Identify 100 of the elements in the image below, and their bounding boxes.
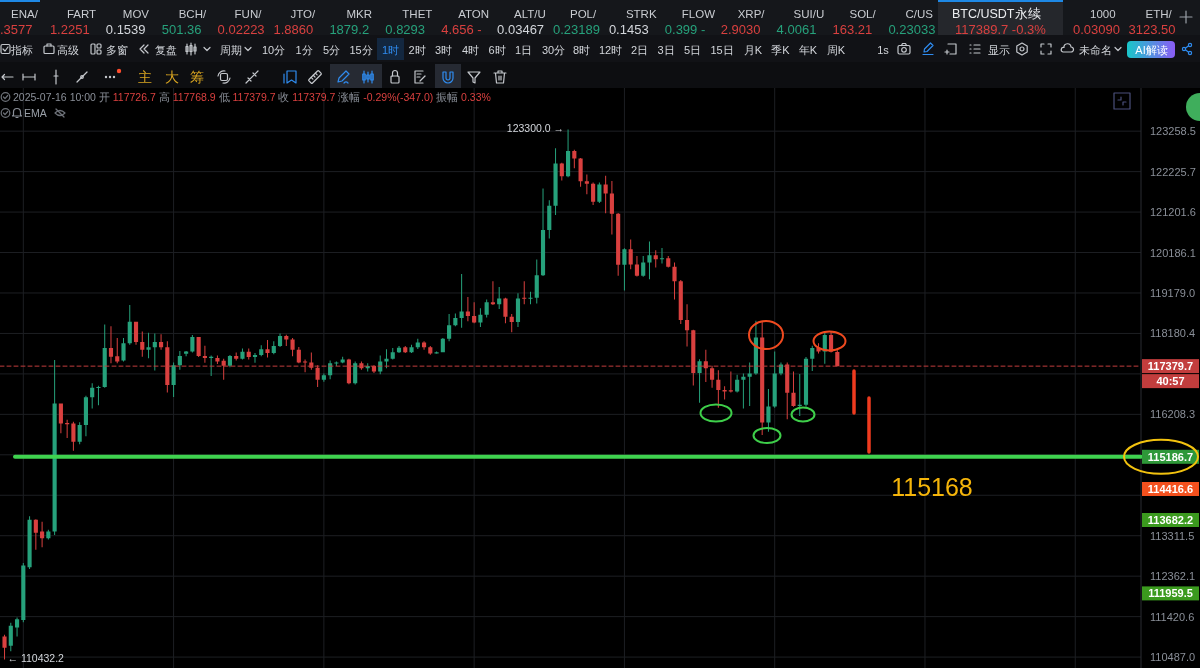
text: ATON <box>458 8 490 20</box>
text: 501.36 <box>161 21 202 37</box>
text: 8时 <box>572 43 591 56</box>
candlestick <box>647 241 652 280</box>
y-tick-label: 116208.3 <box>1150 408 1196 421</box>
text: 0.1539 <box>105 21 146 37</box>
text: ETH/ <box>1145 8 1173 20</box>
text: 周K <box>826 43 846 56</box>
candlestick <box>115 337 120 364</box>
text: 季K <box>771 43 791 56</box>
text: 5分 <box>322 43 341 56</box>
candlestick <box>290 337 295 357</box>
candlestick <box>528 291 533 305</box>
text: 1879.2 <box>329 21 370 37</box>
y-tick-label: 112362.1 <box>1150 570 1196 583</box>
text: 0.399 - <box>664 21 706 37</box>
text: 114416.6 <box>1147 483 1194 495</box>
candlestick <box>672 262 677 300</box>
y-tick-label: 122225.7 <box>1150 165 1196 178</box>
text: 5日 <box>683 43 702 56</box>
y-tick-label: 118180.4 <box>1150 327 1196 340</box>
candlestick <box>791 371 796 407</box>
text: 10分 <box>261 43 286 56</box>
text: 2时 <box>408 43 426 56</box>
text: XRP/ <box>737 8 766 20</box>
text: 0.03467 <box>497 21 545 37</box>
text: 周期 <box>219 43 242 56</box>
candlestick <box>747 362 752 407</box>
text: MOV <box>122 8 150 20</box>
text: 4.656 - <box>441 21 482 37</box>
text: 主 <box>138 69 152 85</box>
y-tick-label: 111420.6 <box>1150 610 1195 623</box>
candlestick <box>553 148 558 215</box>
candlestick <box>797 373 802 416</box>
text: 显示 <box>988 43 1010 56</box>
candlestick <box>728 371 733 393</box>
text: 0.23033 <box>888 21 936 37</box>
text: 163.21 <box>832 21 873 37</box>
text: 0.8293 <box>385 21 426 37</box>
candlestick <box>65 419 70 438</box>
y-tick-label: 113311.5 <box>1150 529 1195 542</box>
text: FART <box>66 8 97 20</box>
y-tick-label: 120186.1 <box>1150 246 1196 259</box>
text: 40:57 <box>1156 375 1185 388</box>
text: 1分 <box>295 43 313 56</box>
text: C/US <box>905 8 934 20</box>
text: 15分 <box>349 43 373 56</box>
text: JTO/ <box>290 8 317 20</box>
text: SUI/U <box>793 8 825 20</box>
text: 4.0061 <box>776 21 817 37</box>
text: .3577 <box>0 21 33 37</box>
text: THET <box>402 8 433 20</box>
text: 3123.50 <box>1128 21 1176 37</box>
text: 2日 <box>630 43 649 56</box>
text: FUN/ <box>234 8 263 20</box>
ref-line-label: 117379.7 <box>1147 360 1194 373</box>
candlestick <box>240 348 245 360</box>
text: 1.8860 <box>273 21 314 37</box>
text: 1.2251 <box>49 21 90 37</box>
text: MKR <box>346 8 372 20</box>
text: ENA/ <box>11 8 39 20</box>
text: 30分 <box>541 43 566 56</box>
annotation: ← 110432.2 <box>7 652 65 665</box>
candlestick <box>146 332 151 359</box>
text: 0.1453 <box>608 21 649 37</box>
text: 0.03090 <box>1073 21 1120 37</box>
text: 1时 <box>381 43 400 56</box>
text: 117389.7 -0.3% <box>955 21 1047 37</box>
text: STRK <box>625 8 657 20</box>
text: BCH/ <box>178 8 207 20</box>
text: 12时 <box>598 43 623 56</box>
candlestick <box>96 385 101 406</box>
text: 多窗 <box>105 43 128 56</box>
text: 113682.2 <box>1147 514 1194 526</box>
text: 6时 <box>488 43 506 56</box>
text: 111959.5 <box>1148 587 1193 600</box>
candlestick <box>121 337 126 362</box>
text: 2025-07-16 10:00 开 117726.7 高 117768.9 低 117379.7 收 117379.7 涨幅 -0.29%(-347.0) 振幅 0.33% <box>13 91 491 103</box>
ref-line-label: 115186.7 <box>1147 450 1194 463</box>
text: 未命名 <box>1079 43 1112 56</box>
text: 年K <box>798 43 818 56</box>
text: FLOW <box>681 8 716 20</box>
candlestick <box>584 174 589 195</box>
candlestick <box>522 281 527 305</box>
text: 3日 <box>657 43 675 56</box>
candlestick <box>659 247 665 264</box>
candlestick <box>2 634 7 660</box>
y-tick-label: 123258.5 <box>1150 125 1196 138</box>
text: 月K <box>743 43 763 56</box>
candlestick <box>697 359 702 403</box>
text: 1000 <box>1090 8 1116 20</box>
text: 1s <box>877 43 890 56</box>
text: SOL/ <box>849 8 877 20</box>
candlestick <box>490 281 495 306</box>
text: ALT/U <box>514 8 546 20</box>
candlestick <box>409 344 414 354</box>
annotation: EMA <box>24 107 47 119</box>
text: 大 <box>165 69 179 85</box>
text: 15日 <box>710 43 734 56</box>
y-tick-label: 119179.0 <box>1150 286 1196 299</box>
